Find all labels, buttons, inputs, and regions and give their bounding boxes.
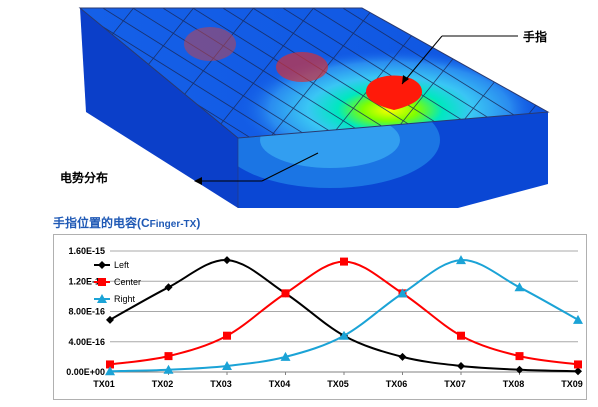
legend-label-right: Right: [114, 294, 136, 304]
slab-left-face: [80, 8, 238, 208]
potential-distribution-label: 电势分布: [60, 171, 109, 185]
data-point-center: [457, 331, 465, 340]
x-tick-label: TX09: [561, 379, 583, 389]
chart-title: 手指位置的电容(CFinger-TX): [53, 214, 200, 231]
y-tick-label: 0.00E+00: [66, 367, 105, 377]
data-point-right: [163, 364, 174, 374]
finger-shape: [366, 75, 422, 110]
data-point-left: [515, 365, 524, 374]
x-tick-label: TX04: [269, 379, 291, 389]
finger-position-left: [184, 27, 236, 61]
data-point-left: [223, 256, 231, 265]
data-point-left: [106, 315, 114, 324]
data-point-left: [398, 352, 407, 361]
series-line-left: [109, 259, 579, 373]
x-tick-label: TX07: [444, 379, 466, 389]
legend-label-left: Left: [114, 260, 130, 270]
series-line-center: [109, 260, 579, 366]
data-point-right: [456, 255, 466, 265]
finger-position-center: [276, 52, 328, 82]
data-point-right: [397, 288, 408, 298]
data-point-right: [573, 314, 583, 324]
data-point-right: [222, 360, 232, 370]
data-point-center: [164, 352, 173, 361]
data-point-right: [280, 351, 291, 361]
field-distribution-top: [240, 50, 540, 138]
legend-marker-right: [97, 294, 107, 303]
potential-arrow: [261, 152, 319, 182]
data-point-center: [340, 257, 348, 266]
simulation-illustration: [78, 7, 550, 208]
data-point-left: [457, 361, 465, 370]
finger-label: 手指: [523, 30, 548, 44]
series-line-right: [109, 259, 579, 373]
y-tick-label: 4.00E-16: [68, 337, 105, 347]
data-point-center: [106, 360, 114, 369]
legend-marker-left: [98, 261, 106, 269]
data-point-right: [514, 282, 525, 292]
x-tick-label: TX05: [327, 379, 349, 389]
x-tick-label: TX02: [152, 379, 174, 389]
chart-frame: 0.00E+00 4.00E-16 8.00E-16 1.20E-15 1.60E-15…: [53, 234, 587, 400]
capacitance-line-chart: 0.00E+00 4.00E-16 8.00E-16 1.20E-15 1.60E-15…: [66, 246, 583, 389]
y-tick-label: 1.60E-15: [68, 246, 105, 256]
chart-title-main: 手指位置的电容(C: [53, 216, 150, 230]
data-point-center: [281, 289, 290, 298]
x-tick-label: TX06: [386, 379, 408, 389]
y-tick-label: 1.20E-15: [68, 276, 105, 286]
data-point-center: [515, 352, 524, 361]
x-tick-label: TX03: [210, 379, 232, 389]
data-point-center: [574, 360, 582, 369]
legend-marker-center: [98, 278, 106, 286]
x-tick-label: TX08: [503, 379, 525, 389]
data-point-left: [574, 367, 582, 376]
data-point-center: [223, 331, 231, 340]
chart-title-end: ): [196, 216, 201, 230]
data-point-right: [105, 366, 115, 376]
x-tick-label: TX01: [93, 379, 115, 389]
y-tick-label: 8.00E-16: [68, 307, 105, 317]
legend-label-center: Center: [114, 277, 141, 287]
chart-title-subscript: Finger-TX: [149, 219, 197, 230]
data-point-left: [164, 283, 173, 292]
data-point-right: [339, 330, 349, 340]
